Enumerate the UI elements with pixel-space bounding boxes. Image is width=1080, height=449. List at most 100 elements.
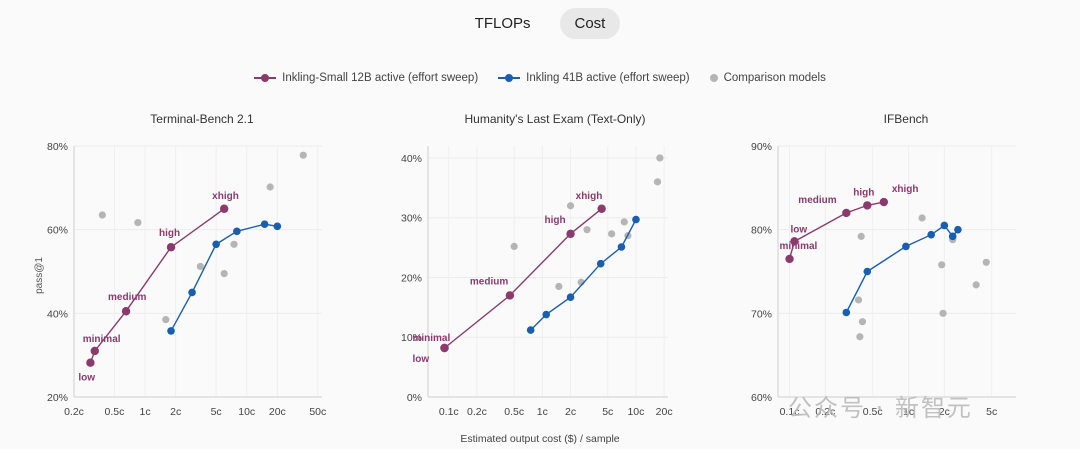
legend-item-big[interactable]: Inkling 41B active (effort sweep) [498, 72, 690, 84]
chart3-x-tick-label: 1c [903, 406, 914, 418]
chart1-x-tick-label: 50c [309, 406, 326, 418]
legend: Inkling-Small 12B active (effort sweep) … [0, 72, 1080, 84]
chart1-y-tick-label: 80% [47, 141, 68, 153]
chart1-point-small [86, 358, 95, 367]
chart2-comparison-point [510, 242, 518, 250]
chart3-comparison-point [938, 261, 946, 269]
chart1-y-tick-label: 20% [47, 392, 68, 404]
chart1-comparison-point [196, 262, 204, 271]
chart2-x-tick-label: 10c [627, 406, 644, 418]
chart1-data-label-low: low [78, 373, 95, 384]
chart2-point-small [440, 343, 449, 353]
chart1-x-tick-label: 0.2c [64, 406, 84, 418]
chart3-comparison-point [854, 296, 863, 304]
chart3-data-label-medium: medium [798, 195, 836, 206]
chart1-point-small [121, 307, 131, 316]
chart2-data-label-low: low [412, 354, 429, 365]
chart1-point-big [273, 222, 282, 231]
legend-item-small[interactable]: Inkling-Small 12B active (effort sweep) [254, 72, 478, 84]
chart2-point-big [542, 310, 551, 319]
chart3-point-small [863, 201, 872, 210]
chart3-comparison-point [857, 232, 865, 240]
chart3-data-label-low: low [790, 224, 807, 235]
chart2-data-label-high: high [545, 215, 566, 226]
chart3-point-big [954, 225, 962, 234]
chart2-x-tick-label: 0.1c [439, 406, 459, 418]
chart1-point-big [188, 288, 196, 297]
chart2-series-line-small [444, 208, 603, 349]
chart2-point-big [526, 326, 535, 334]
chart2-x-tick-label: 0.2c [467, 406, 487, 418]
chart2-comparison-point [566, 202, 575, 210]
chart2-data-label-xhigh: xhigh [576, 191, 603, 202]
legend-item-comparison[interactable]: Comparison models [709, 72, 826, 84]
chart2-point-big [596, 259, 605, 268]
legend-label-small: Inkling-Small 12B active (effort sweep) [282, 72, 479, 84]
chart2-y-tick-label: 10% [401, 332, 422, 344]
chart2-comparison-point [620, 218, 628, 226]
chart3-comparison-point [918, 214, 926, 222]
chart3-x-tick-label: 0.1c [780, 406, 800, 418]
legend-swatch-comparison [709, 74, 718, 82]
chart2-y-tick-label: 40% [401, 153, 422, 165]
chart3-data-label-minimal: minimal [780, 241, 818, 252]
chart3-y-tick-label: 60% [751, 392, 772, 404]
chart1-x-tick-label: 20c [269, 406, 286, 418]
chart2-point-big [617, 243, 626, 251]
chart1-point-big [212, 240, 220, 249]
chart-title-terminal-bench: Terminal-Bench 2.1 [150, 112, 254, 126]
chart3-point-small [790, 237, 799, 246]
chart1-comparison-point [220, 269, 228, 278]
chart2-x-tick-label: 5c [602, 406, 613, 418]
chart3-y-tick-label: 80% [751, 225, 772, 237]
chart3-data-label-xhigh: xhigh [892, 184, 919, 195]
chart1-x-tick-label: 5c [211, 406, 222, 418]
chart3-y-tick-label: 70% [751, 308, 772, 320]
legend-label-comparison: Comparison models [723, 72, 826, 84]
chart2-y-tick-label: 30% [401, 213, 422, 225]
chart1-x-tick-label: 10c [238, 406, 255, 418]
chart1-x-tick-label: 1c [140, 406, 151, 418]
legend-label-big: Inkling 41B active (effort sweep) [526, 72, 690, 84]
chart3-comparison-point [972, 281, 980, 289]
chart1-comparison-point [98, 211, 106, 219]
chart2-comparison-point [583, 226, 591, 234]
chart3-point-small [879, 197, 889, 207]
chart2-x-tick-label: 2c [565, 406, 576, 418]
chart1-y-tick-label: 60% [47, 225, 68, 237]
tab-tflops[interactable]: TFLOPs [474, 15, 531, 32]
legend-swatch-small [254, 73, 277, 83]
chart1-comparison-point [134, 218, 142, 227]
chart2-x-tick-label: 1c [537, 406, 548, 418]
chart1-point-big [233, 227, 241, 236]
chart1-comparison-point [266, 183, 274, 191]
chart3-x-tick-label: 5c [986, 406, 997, 418]
chart3-x-tick-label: 0.5c [863, 406, 883, 418]
chart2-y-tick-label: 0% [407, 392, 422, 404]
chart3-comparison-point [939, 309, 947, 317]
chart2-x-tick-label: 20c [656, 406, 673, 418]
chart1-x-tick-label: 0.5c [105, 406, 125, 418]
chart2-y-tick-label: 20% [401, 272, 422, 284]
chart1-comparison-point [162, 316, 170, 324]
chart1-comparison-point [299, 151, 307, 159]
tab-bar: TFLOPs Cost [0, 8, 1080, 39]
chart3-comparison-point [856, 333, 864, 341]
chart-title-hle: Humanity's Last Exam (Text-Only) [464, 112, 646, 126]
chart3-comparison-point [858, 318, 867, 326]
chart1-point-small [166, 243, 176, 252]
tab-cost[interactable]: Cost [559, 8, 621, 39]
chart2-point-small [597, 204, 606, 213]
chart2-data-label-minimal: minimal [412, 333, 450, 344]
chart3-point-big [940, 221, 949, 230]
chart3-comparison-point [982, 258, 990, 266]
chart1-series-line-big [170, 223, 278, 332]
x-axis-label: Estimated output cost ($) / sample [460, 433, 620, 445]
chart2-comparison-point [656, 154, 664, 162]
chart-title-ifbench: IFBench [883, 112, 929, 126]
chart1-comparison-point [230, 240, 238, 248]
chart3-point-big [842, 308, 851, 317]
chart1-data-label-minimal: minimal [83, 334, 121, 345]
chart1-data-label-medium: medium [108, 292, 146, 303]
